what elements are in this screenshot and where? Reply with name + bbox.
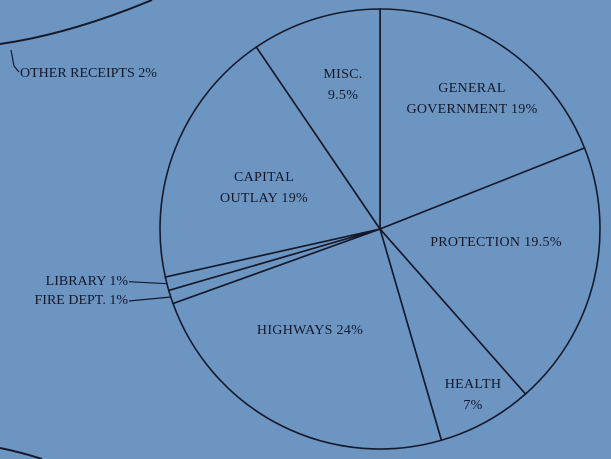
pie-slice xyxy=(379,8,586,231)
category-label: MISC. xyxy=(323,67,363,82)
pie-slice xyxy=(159,45,382,278)
leader-line xyxy=(128,296,171,302)
leader-line xyxy=(128,281,167,285)
value-label: 19% xyxy=(511,102,538,117)
slice-label: LIBRARY 1% xyxy=(46,274,128,290)
category-label: FIRE DEPT. xyxy=(34,292,106,308)
value-label: 1% xyxy=(109,292,128,308)
category-label: HIGHWAYS xyxy=(256,323,333,338)
category-label: PROTECTION xyxy=(430,235,521,250)
slice-label: PROTECTION 19.5% xyxy=(396,232,596,253)
pie-slice xyxy=(171,227,443,450)
value-label: 24% xyxy=(336,323,364,338)
value-label: 19% xyxy=(281,191,308,206)
slice-label: MISC. 9.5% xyxy=(313,64,373,106)
value-label: 9.5% xyxy=(327,88,359,103)
slice-label: HEALTH 7% xyxy=(436,374,510,416)
value-label: 19.5% xyxy=(524,235,562,250)
category-label: LIBRARY xyxy=(45,273,106,289)
other-pie-edge xyxy=(0,447,43,459)
category-label: GENERAL GOVERNMENT xyxy=(406,81,508,117)
fragment-label: OTHER RECEIPTS 2% xyxy=(20,66,157,81)
slice-label: HIGHWAYS 24% xyxy=(210,320,410,341)
pie-slice xyxy=(255,8,381,232)
other-pie-edge xyxy=(0,0,153,45)
slice-label: FIRE DEPT. 1% xyxy=(35,293,128,309)
slice-label: CAPITAL OUTLAY 19% xyxy=(212,167,316,209)
pie-slice xyxy=(378,146,601,396)
value-label: 1% xyxy=(109,273,128,289)
category-label: HEALTH xyxy=(444,377,502,392)
value-label: 7% xyxy=(463,398,483,413)
category-label: CAPITAL OUTLAY xyxy=(220,170,295,206)
leader-line xyxy=(10,49,20,73)
slice-label: GENERAL GOVERNMENT 19% xyxy=(396,78,548,120)
